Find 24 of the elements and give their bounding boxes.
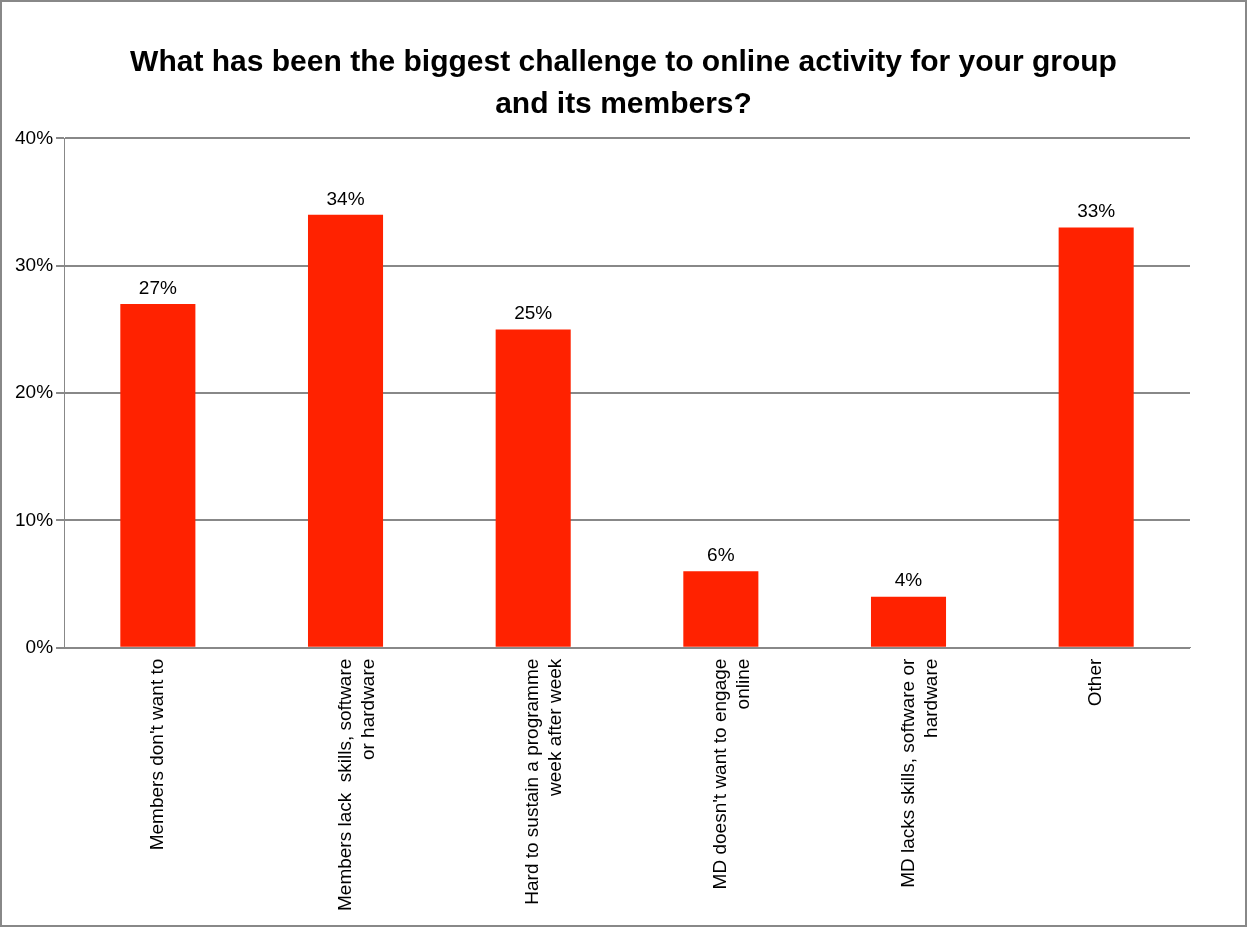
data-label: 27% [138, 276, 177, 298]
bar [495, 329, 571, 647]
y-tick-label: 20% [15, 381, 54, 403]
data-label: 33% [1077, 200, 1116, 222]
data-label: 4% [894, 569, 923, 591]
bar [120, 303, 196, 647]
x-tick-label: Members don't want to [146, 658, 168, 851]
bar [870, 596, 947, 647]
y-tick-label: 0% [25, 635, 54, 657]
x-tick-label: Hard to sustain a programme week after week [521, 658, 566, 905]
bar [307, 214, 384, 647]
x-tick-label: MD doesn't want to engage online [709, 658, 753, 890]
y-tick-label: 10% [15, 508, 54, 530]
x-tick-label: Other [1084, 658, 1106, 707]
x-tick-label: MD lacks skills, software or hardware [896, 658, 941, 888]
y-tick-label: 40% [15, 126, 54, 148]
y-tick-label: 30% [15, 253, 54, 275]
bar [1058, 227, 1134, 647]
data-label: 6% [707, 544, 735, 566]
data-label: 34% [326, 187, 365, 209]
chart-title: What has been the biggest challenge to online activity for your group and its members? [129, 43, 1118, 121]
bar [683, 571, 759, 647]
data-label: 25% [514, 302, 553, 324]
x-tick-label: Members lack skills, software or hardware [333, 658, 378, 912]
